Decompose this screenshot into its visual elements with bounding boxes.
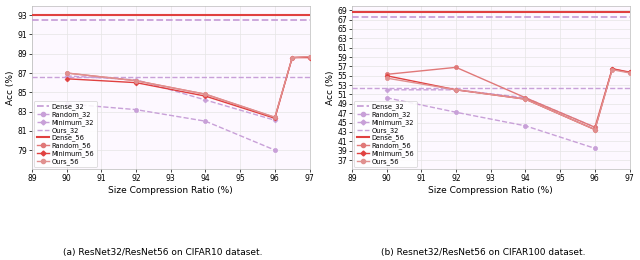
Legend: Dense_32, Random_32, Minimum_32, Ours_32, Dense_56, Random_56, Minimum_56, Ours_: Dense_32, Random_32, Minimum_32, Ours_32… <box>354 101 417 167</box>
X-axis label: Size Compression Ratio (%): Size Compression Ratio (%) <box>108 186 233 195</box>
Text: (b) Resnet32/ResNet56 on CIFAR100 dataset.: (b) Resnet32/ResNet56 on CIFAR100 datase… <box>381 248 586 257</box>
Y-axis label: Acc (%): Acc (%) <box>326 70 335 105</box>
Legend: Dense_32, Random_32, Minimum_32, Ours_32, Dense_56, Random_56, Minimum_56, Ours_: Dense_32, Random_32, Minimum_32, Ours_32… <box>34 101 97 167</box>
Y-axis label: Acc (%): Acc (%) <box>6 70 15 105</box>
Text: (a) ResNet32/ResNet56 on CIFAR10 dataset.: (a) ResNet32/ResNet56 on CIFAR10 dataset… <box>63 248 263 257</box>
X-axis label: Size Compression Ratio (%): Size Compression Ratio (%) <box>428 186 553 195</box>
